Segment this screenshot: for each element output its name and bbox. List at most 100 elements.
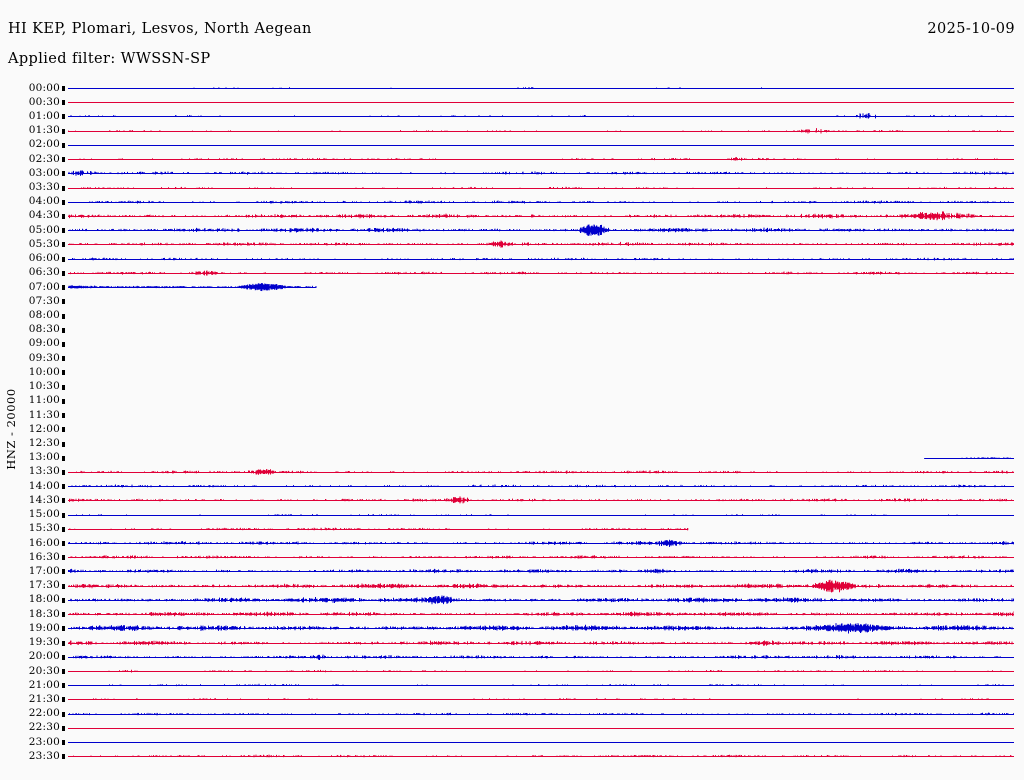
waveform-trace — [68, 166, 1014, 181]
time-axis-label: 08:00 — [28, 309, 60, 322]
waveform-trace — [68, 735, 1014, 750]
waveform-trace — [68, 649, 1014, 664]
time-axis-label: 14:30 — [28, 493, 60, 506]
trace-row: 21:00 — [0, 678, 1024, 693]
trace-row: 05:00 — [0, 223, 1024, 238]
time-axis-label: 22:30 — [28, 721, 60, 734]
time-axis-label: 12:00 — [28, 422, 60, 435]
axis-tick-mark — [62, 213, 65, 219]
axis-tick-mark — [62, 697, 65, 703]
axis-tick-mark — [62, 242, 65, 248]
axis-tick-mark — [62, 555, 65, 561]
axis-tick-mark — [62, 356, 65, 362]
axis-tick-mark — [62, 669, 65, 675]
time-axis-label: 23:00 — [28, 735, 60, 748]
time-axis-label: 09:30 — [28, 351, 60, 364]
waveform-trace — [68, 365, 1014, 380]
axis-tick-mark — [62, 455, 65, 461]
trace-row: 16:30 — [0, 550, 1024, 565]
waveform-trace — [68, 265, 1014, 280]
waveform-trace — [68, 194, 1014, 209]
trace-row: 07:00 — [0, 280, 1024, 295]
time-axis-label: 05:00 — [28, 223, 60, 236]
trace-row: 01:30 — [0, 123, 1024, 138]
axis-tick-mark — [62, 128, 65, 134]
trace-row: 13:30 — [0, 464, 1024, 479]
axis-tick-mark — [62, 270, 65, 276]
time-axis-label: 04:00 — [28, 195, 60, 208]
trace-row: 16:00 — [0, 536, 1024, 551]
waveform-trace — [68, 95, 1014, 110]
trace-row: 20:30 — [0, 664, 1024, 679]
waveform-trace — [68, 152, 1014, 167]
waveform-trace — [68, 81, 1014, 95]
waveform-trace — [68, 408, 1014, 423]
trace-row: 13:00 — [0, 450, 1024, 465]
trace-row: 04:30 — [0, 208, 1024, 223]
time-axis-label: 15:00 — [28, 508, 60, 521]
time-axis-label: 21:30 — [28, 692, 60, 705]
axis-tick-mark — [62, 512, 65, 518]
waveform-trace — [68, 578, 1014, 593]
trace-row: 15:30 — [0, 521, 1024, 536]
time-axis-label: 03:30 — [28, 181, 60, 194]
trace-row: 19:30 — [0, 635, 1024, 650]
waveform-trace — [68, 592, 1014, 607]
time-axis-label: 13:30 — [28, 465, 60, 478]
axis-tick-mark — [62, 327, 65, 333]
waveform-trace — [68, 635, 1014, 650]
waveform-trace — [68, 507, 1014, 522]
axis-tick-mark — [62, 626, 65, 632]
trace-row: 15:00 — [0, 507, 1024, 522]
time-axis-label: 16:30 — [28, 550, 60, 563]
axis-tick-mark — [62, 256, 65, 262]
axis-tick-mark — [62, 228, 65, 234]
axis-tick-mark — [62, 441, 65, 447]
axis-tick-mark — [62, 711, 65, 717]
trace-row: 03:00 — [0, 166, 1024, 181]
waveform-trace — [68, 564, 1014, 579]
axis-tick-mark — [62, 171, 65, 177]
trace-row: 06:00 — [0, 251, 1024, 266]
time-axis-label: 11:30 — [28, 408, 60, 421]
waveform-trace — [68, 294, 1014, 309]
trace-row: 10:00 — [0, 365, 1024, 380]
waveform-trace — [68, 749, 1014, 764]
axis-tick-mark — [62, 754, 65, 760]
time-axis-label: 22:00 — [28, 707, 60, 720]
time-axis-label: 13:00 — [28, 451, 60, 464]
trace-row: 20:00 — [0, 649, 1024, 664]
time-axis-label: 10:00 — [28, 365, 60, 378]
waveform-trace — [68, 550, 1014, 565]
trace-row: 21:30 — [0, 692, 1024, 707]
waveform-trace — [68, 450, 1014, 465]
trace-row: 19:00 — [0, 621, 1024, 636]
axis-tick-mark — [62, 398, 65, 404]
axis-tick-mark — [62, 612, 65, 618]
trace-row: 02:00 — [0, 137, 1024, 152]
waveform-trace — [68, 479, 1014, 494]
time-axis-label: 15:30 — [28, 522, 60, 535]
axis-tick-mark — [62, 583, 65, 589]
time-axis-label: 16:00 — [28, 536, 60, 549]
waveform-trace — [68, 493, 1014, 508]
waveform-trace — [68, 322, 1014, 337]
waveform-trace — [68, 536, 1014, 551]
axis-tick-mark — [62, 100, 65, 106]
axis-tick-mark — [62, 199, 65, 205]
waveform-trace — [68, 109, 1014, 124]
waveform-trace — [68, 308, 1014, 323]
time-axis-label: 00:00 — [28, 81, 60, 94]
time-axis-label: 11:00 — [28, 394, 60, 407]
trace-row: 18:30 — [0, 607, 1024, 622]
axis-tick-mark — [62, 413, 65, 419]
time-axis-label: 00:30 — [28, 95, 60, 108]
trace-row: 12:30 — [0, 436, 1024, 451]
trace-row: 12:00 — [0, 422, 1024, 437]
waveform-trace — [68, 223, 1014, 238]
waveform-trace — [68, 692, 1014, 707]
axis-tick-mark — [62, 185, 65, 191]
time-axis-label: 03:00 — [28, 166, 60, 179]
waveform-trace — [68, 393, 1014, 408]
